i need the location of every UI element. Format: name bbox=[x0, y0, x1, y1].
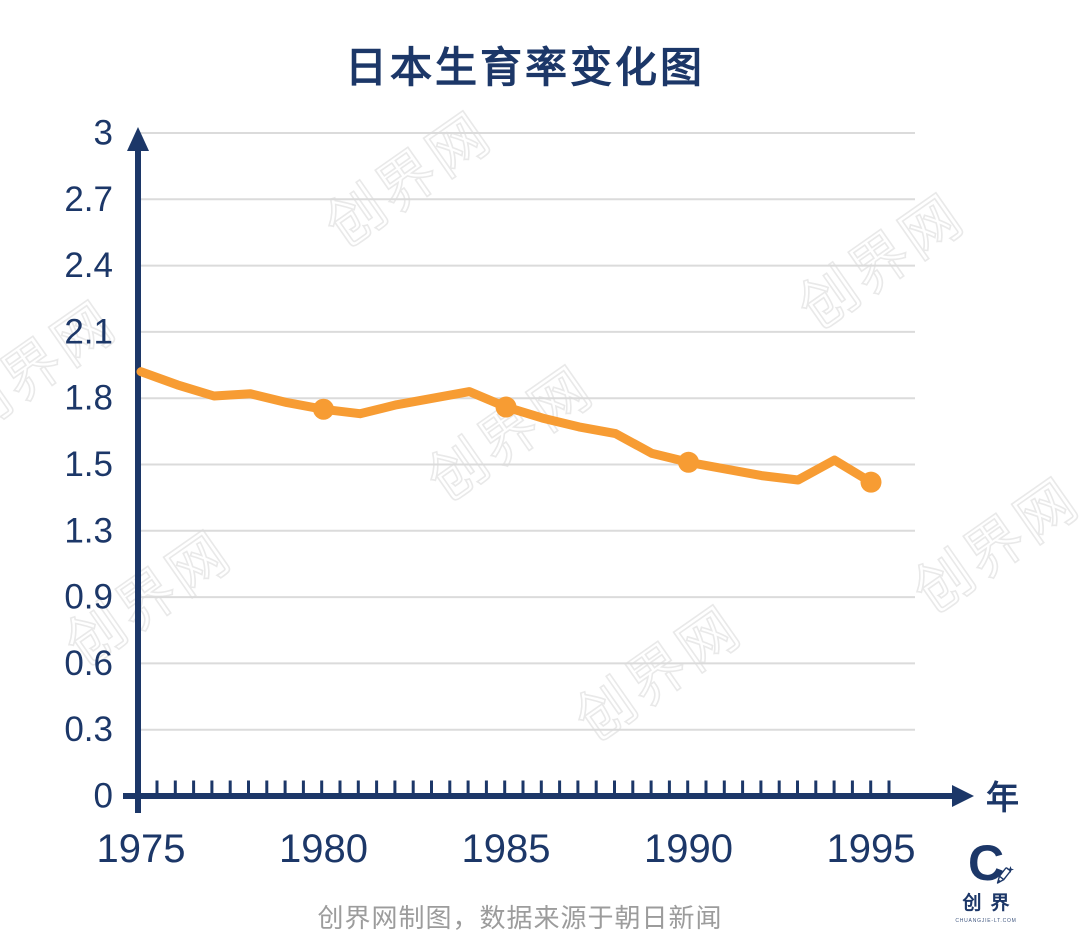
x-axis-year-label: 1990 bbox=[644, 827, 733, 871]
fertility-rate-line bbox=[136, 367, 876, 487]
y-axis-tick-label: 2.4 bbox=[64, 246, 113, 285]
y-axis-tick-label: 1.3 bbox=[64, 511, 113, 550]
x-axis-year-label: 1985 bbox=[462, 827, 551, 871]
chart-title: 日本生育率变化图 bbox=[344, 44, 705, 91]
y-axis-arrow bbox=[127, 127, 149, 151]
y-axis-tick-label: 1.8 bbox=[64, 379, 113, 418]
sparkle-icon bbox=[1007, 866, 1014, 873]
logo-url-text: CHUANGJIE-LT.COM bbox=[955, 918, 1017, 924]
data-point-marker-1980 bbox=[313, 398, 334, 420]
x-axis-arrow bbox=[952, 785, 974, 807]
y-axis-tick-label: 0 bbox=[94, 777, 113, 816]
y-axis-tick-label: 0.6 bbox=[64, 644, 113, 683]
data-point-marker-1990 bbox=[678, 451, 699, 473]
x-axis-year-label: 1975 bbox=[97, 827, 186, 871]
x-axis-year-label: 1980 bbox=[279, 827, 368, 871]
brand-logo: C 创界 CHUANGJIE-LT.COM bbox=[938, 838, 1034, 924]
x-axis-unit-label: 年 bbox=[986, 779, 1019, 816]
y-axis-tick-label: 1.5 bbox=[64, 445, 113, 484]
pen-icon bbox=[996, 866, 1014, 884]
y-axis-tick-label: 0.3 bbox=[64, 710, 113, 749]
y-axis-tick-label: 2.1 bbox=[64, 312, 113, 351]
y-axis-tick-label: 0.9 bbox=[64, 578, 113, 617]
logo-name: 创界 bbox=[962, 893, 1019, 914]
footer-credit: 创界网制图，数据来源于朝日新闻 bbox=[317, 903, 723, 933]
x-axis-year-label: 1995 bbox=[827, 827, 916, 871]
data-point-marker-1985 bbox=[495, 396, 517, 418]
y-axis-tick-label: 2.7 bbox=[64, 180, 113, 219]
data-point-marker-1995 bbox=[860, 471, 882, 493]
y-axis-tick-label: 3 bbox=[94, 114, 113, 153]
logo-letter-c: C bbox=[938, 838, 1034, 888]
